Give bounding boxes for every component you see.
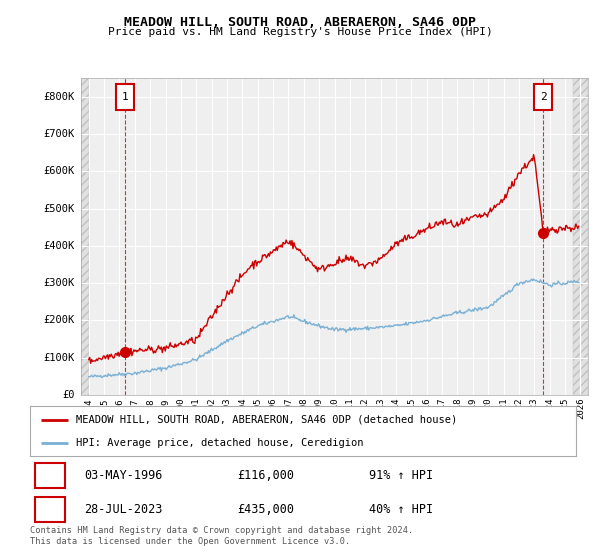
Text: £600K: £600K <box>44 166 75 176</box>
Text: 1: 1 <box>47 469 55 482</box>
Bar <box>81 78 89 395</box>
Text: Price paid vs. HM Land Registry's House Price Index (HPI): Price paid vs. HM Land Registry's House … <box>107 27 493 37</box>
Text: 03-MAY-1996: 03-MAY-1996 <box>85 469 163 482</box>
Bar <box>572 78 588 395</box>
Text: £800K: £800K <box>44 92 75 102</box>
Text: £100K: £100K <box>44 353 75 362</box>
Text: 2: 2 <box>540 92 547 102</box>
Text: 28-JUL-2023: 28-JUL-2023 <box>85 503 163 516</box>
Text: 1: 1 <box>122 92 128 102</box>
Text: £435,000: £435,000 <box>238 503 295 516</box>
FancyBboxPatch shape <box>35 497 65 522</box>
Text: Contains HM Land Registry data © Crown copyright and database right 2024.
This d: Contains HM Land Registry data © Crown c… <box>30 526 413 546</box>
Text: 91% ↑ HPI: 91% ↑ HPI <box>368 469 433 482</box>
Text: £500K: £500K <box>44 204 75 214</box>
Text: £116,000: £116,000 <box>238 469 295 482</box>
Text: £0: £0 <box>62 390 75 400</box>
FancyBboxPatch shape <box>35 463 65 488</box>
FancyBboxPatch shape <box>116 84 134 110</box>
Text: £200K: £200K <box>44 315 75 325</box>
Text: MEADOW HILL, SOUTH ROAD, ABERAERON, SA46 0DP (detached house): MEADOW HILL, SOUTH ROAD, ABERAERON, SA46… <box>76 414 458 424</box>
Text: HPI: Average price, detached house, Ceredigion: HPI: Average price, detached house, Cere… <box>76 438 364 448</box>
Text: £300K: £300K <box>44 278 75 288</box>
Text: £400K: £400K <box>44 241 75 251</box>
FancyBboxPatch shape <box>534 84 553 110</box>
Text: £700K: £700K <box>44 129 75 139</box>
Text: 40% ↑ HPI: 40% ↑ HPI <box>368 503 433 516</box>
Text: 2: 2 <box>47 503 55 516</box>
Text: MEADOW HILL, SOUTH ROAD, ABERAERON, SA46 0DP: MEADOW HILL, SOUTH ROAD, ABERAERON, SA46… <box>124 16 476 29</box>
